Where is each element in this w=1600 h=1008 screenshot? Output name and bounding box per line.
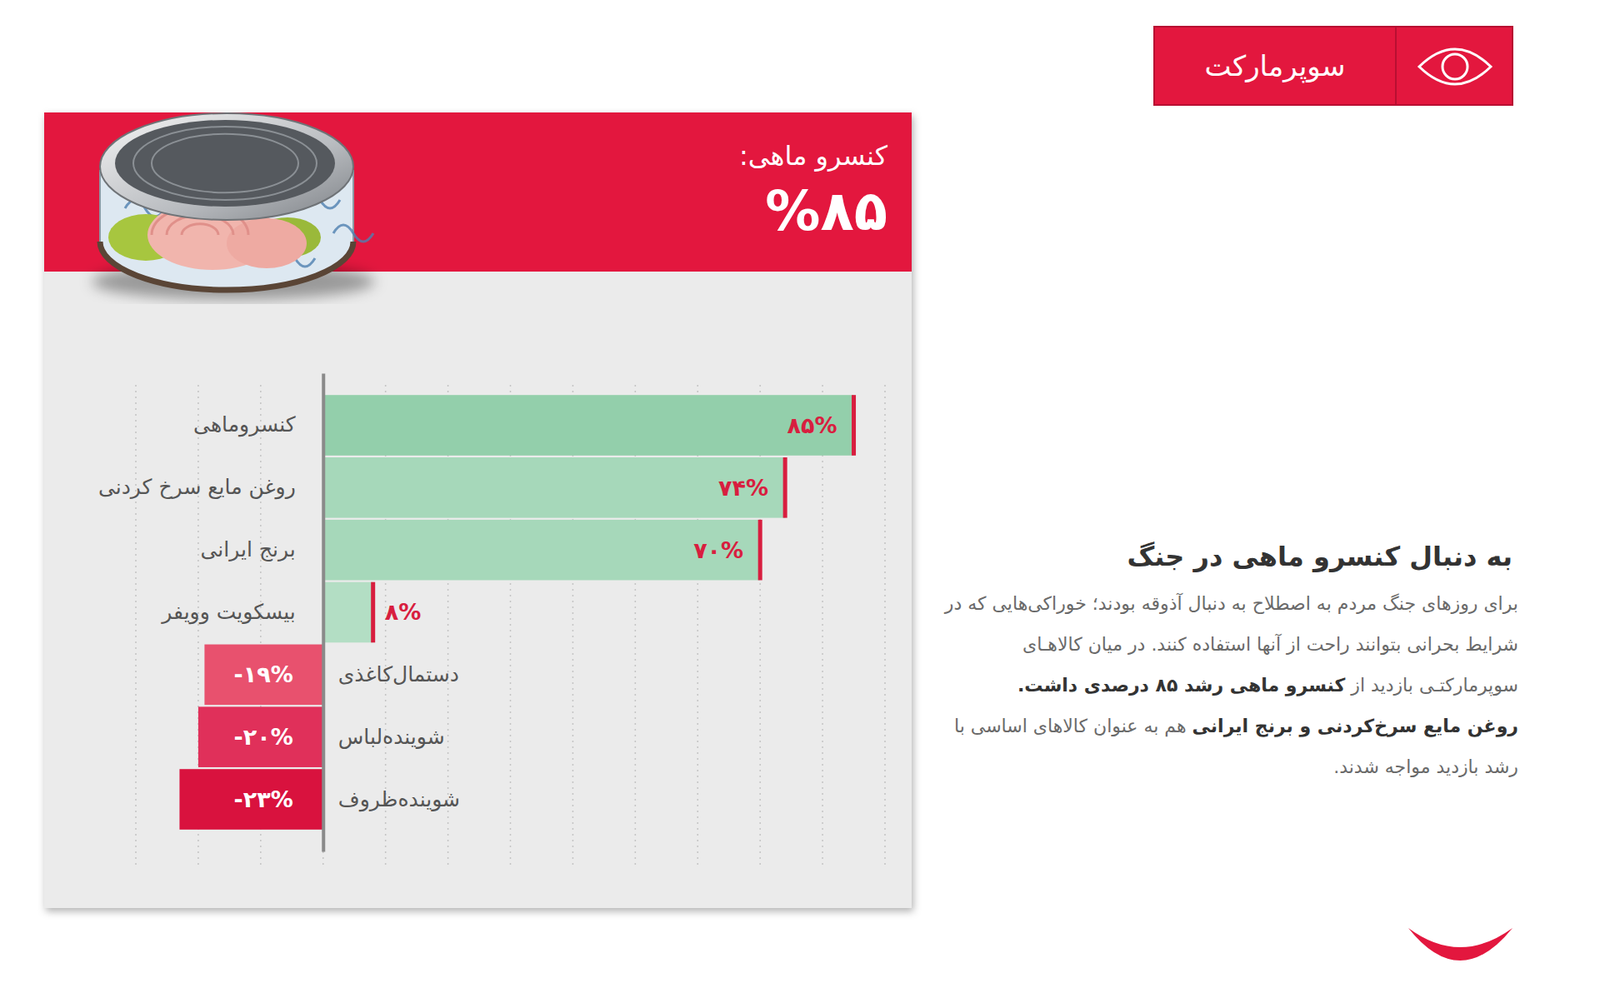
can-lid	[100, 113, 354, 220]
bar-end-marker	[851, 395, 856, 456]
card-header	[44, 112, 912, 272]
bar	[204, 645, 323, 706]
grid	[135, 385, 885, 868]
can-tuna-line	[181, 224, 219, 235]
page: کنسروماهی روغن مایع سرخ کردنی برنج ایرانی ب…	[0, 0, 1600, 1000]
data-label: ۸۵%	[787, 412, 838, 439]
can-lid-ring	[133, 126, 317, 200]
y-tick: شوینده‌لباس	[338, 725, 445, 750]
card-title: کنسرو ماهی:	[739, 138, 888, 174]
y-axis: کنسروماهی روغن مایع سرخ کردنی برنج ایرانی ب…	[98, 374, 460, 853]
data-label: -۲۳%	[234, 786, 294, 813]
bar-end-marker	[758, 520, 763, 581]
card-value: %۸۵	[765, 178, 888, 245]
bar-end-marker	[783, 457, 788, 519]
data-labels: ۸۵% ۷۴% ۷۰% ۸% -۱۹% -۲۰% -۲۳%	[234, 412, 838, 813]
can-lid-ring	[151, 134, 299, 193]
data-label: ۷۰%	[693, 537, 744, 564]
badge-box[interactable]	[1154, 26, 1513, 105]
y-tick: بیسکویت وویفر	[160, 600, 296, 625]
y-tick: دستمال‌کاغذی	[338, 662, 460, 687]
y-tick: برنج ایرانی	[200, 537, 296, 563]
category-label: کنسروماهی	[193, 412, 296, 438]
can-image	[91, 113, 375, 300]
bar	[323, 520, 760, 581]
card	[44, 112, 912, 909]
can-pattern	[333, 225, 374, 242]
grid-line	[759, 385, 761, 868]
category-label: دستمال‌کاغذی	[338, 662, 460, 687]
y-tick: شوینده‌ظروف	[338, 787, 460, 813]
grid-line	[510, 385, 512, 868]
data-label: ۸%	[385, 599, 422, 625]
badge[interactable]	[1154, 26, 1513, 105]
can-lid-top	[115, 120, 335, 207]
category-label: بیسکویت وویفر	[160, 600, 296, 625]
bold-text: کنسرو ماهی رشد ۸۵ درصدی داشت.	[1017, 675, 1345, 696]
bar	[179, 769, 323, 830]
bold-text: روغن مایع سرخ‌کردنی و برنج ایرانی	[1192, 715, 1519, 737]
bar	[323, 582, 374, 644]
bar-end-marker	[370, 582, 375, 644]
article-paragraph: برای روزهای جنگ مردم به اصطلاح به دنبال …	[935, 583, 1519, 706]
grid-line	[821, 385, 824, 868]
category-label: برنج ایرانی	[200, 537, 296, 563]
grid-line	[697, 385, 700, 868]
y-tick: کنسروماهی	[193, 412, 296, 438]
data-label: -۲۰%	[234, 724, 294, 750]
grid-line	[884, 385, 886, 868]
badge-divider	[1395, 26, 1397, 105]
article-body: برای روزهای جنگ مردم به اصطلاح به دنبال …	[935, 583, 1519, 788]
bar	[323, 395, 855, 456]
category-label: روغن مایع سرخ کردنی	[98, 475, 296, 500]
grid-line	[635, 385, 637, 868]
data-label: -۱۹%	[234, 661, 294, 688]
article-paragraph: روغن مایع سرخ‌کردنی و برنج ایرانی هم به …	[935, 705, 1519, 788]
badge-label[interactable]: سوپرمارکت	[1154, 26, 1396, 105]
smile-icon	[1408, 928, 1513, 961]
category-label: شوینده‌ظروف	[338, 787, 460, 813]
grid-line	[572, 385, 575, 868]
article-heading: به دنبال کنسرو ماهی در جنگ	[912, 538, 1513, 575]
can-rim	[100, 241, 354, 290]
eye-icon	[1419, 49, 1491, 85]
can-tuna	[226, 218, 307, 269]
data-label: ۷۴%	[718, 475, 769, 501]
grid-line	[135, 385, 137, 868]
eye-pupil	[1442, 54, 1468, 80]
category-label: شوینده‌لباس	[338, 725, 445, 750]
y-tick: روغن مایع سرخ کردنی	[98, 475, 296, 500]
bar	[198, 706, 324, 768]
y-axis-line	[321, 374, 325, 853]
chart: کنسروماهی روغن مایع سرخ کردنی برنج ایرانی ب…	[98, 374, 885, 869]
bar	[323, 457, 785, 519]
